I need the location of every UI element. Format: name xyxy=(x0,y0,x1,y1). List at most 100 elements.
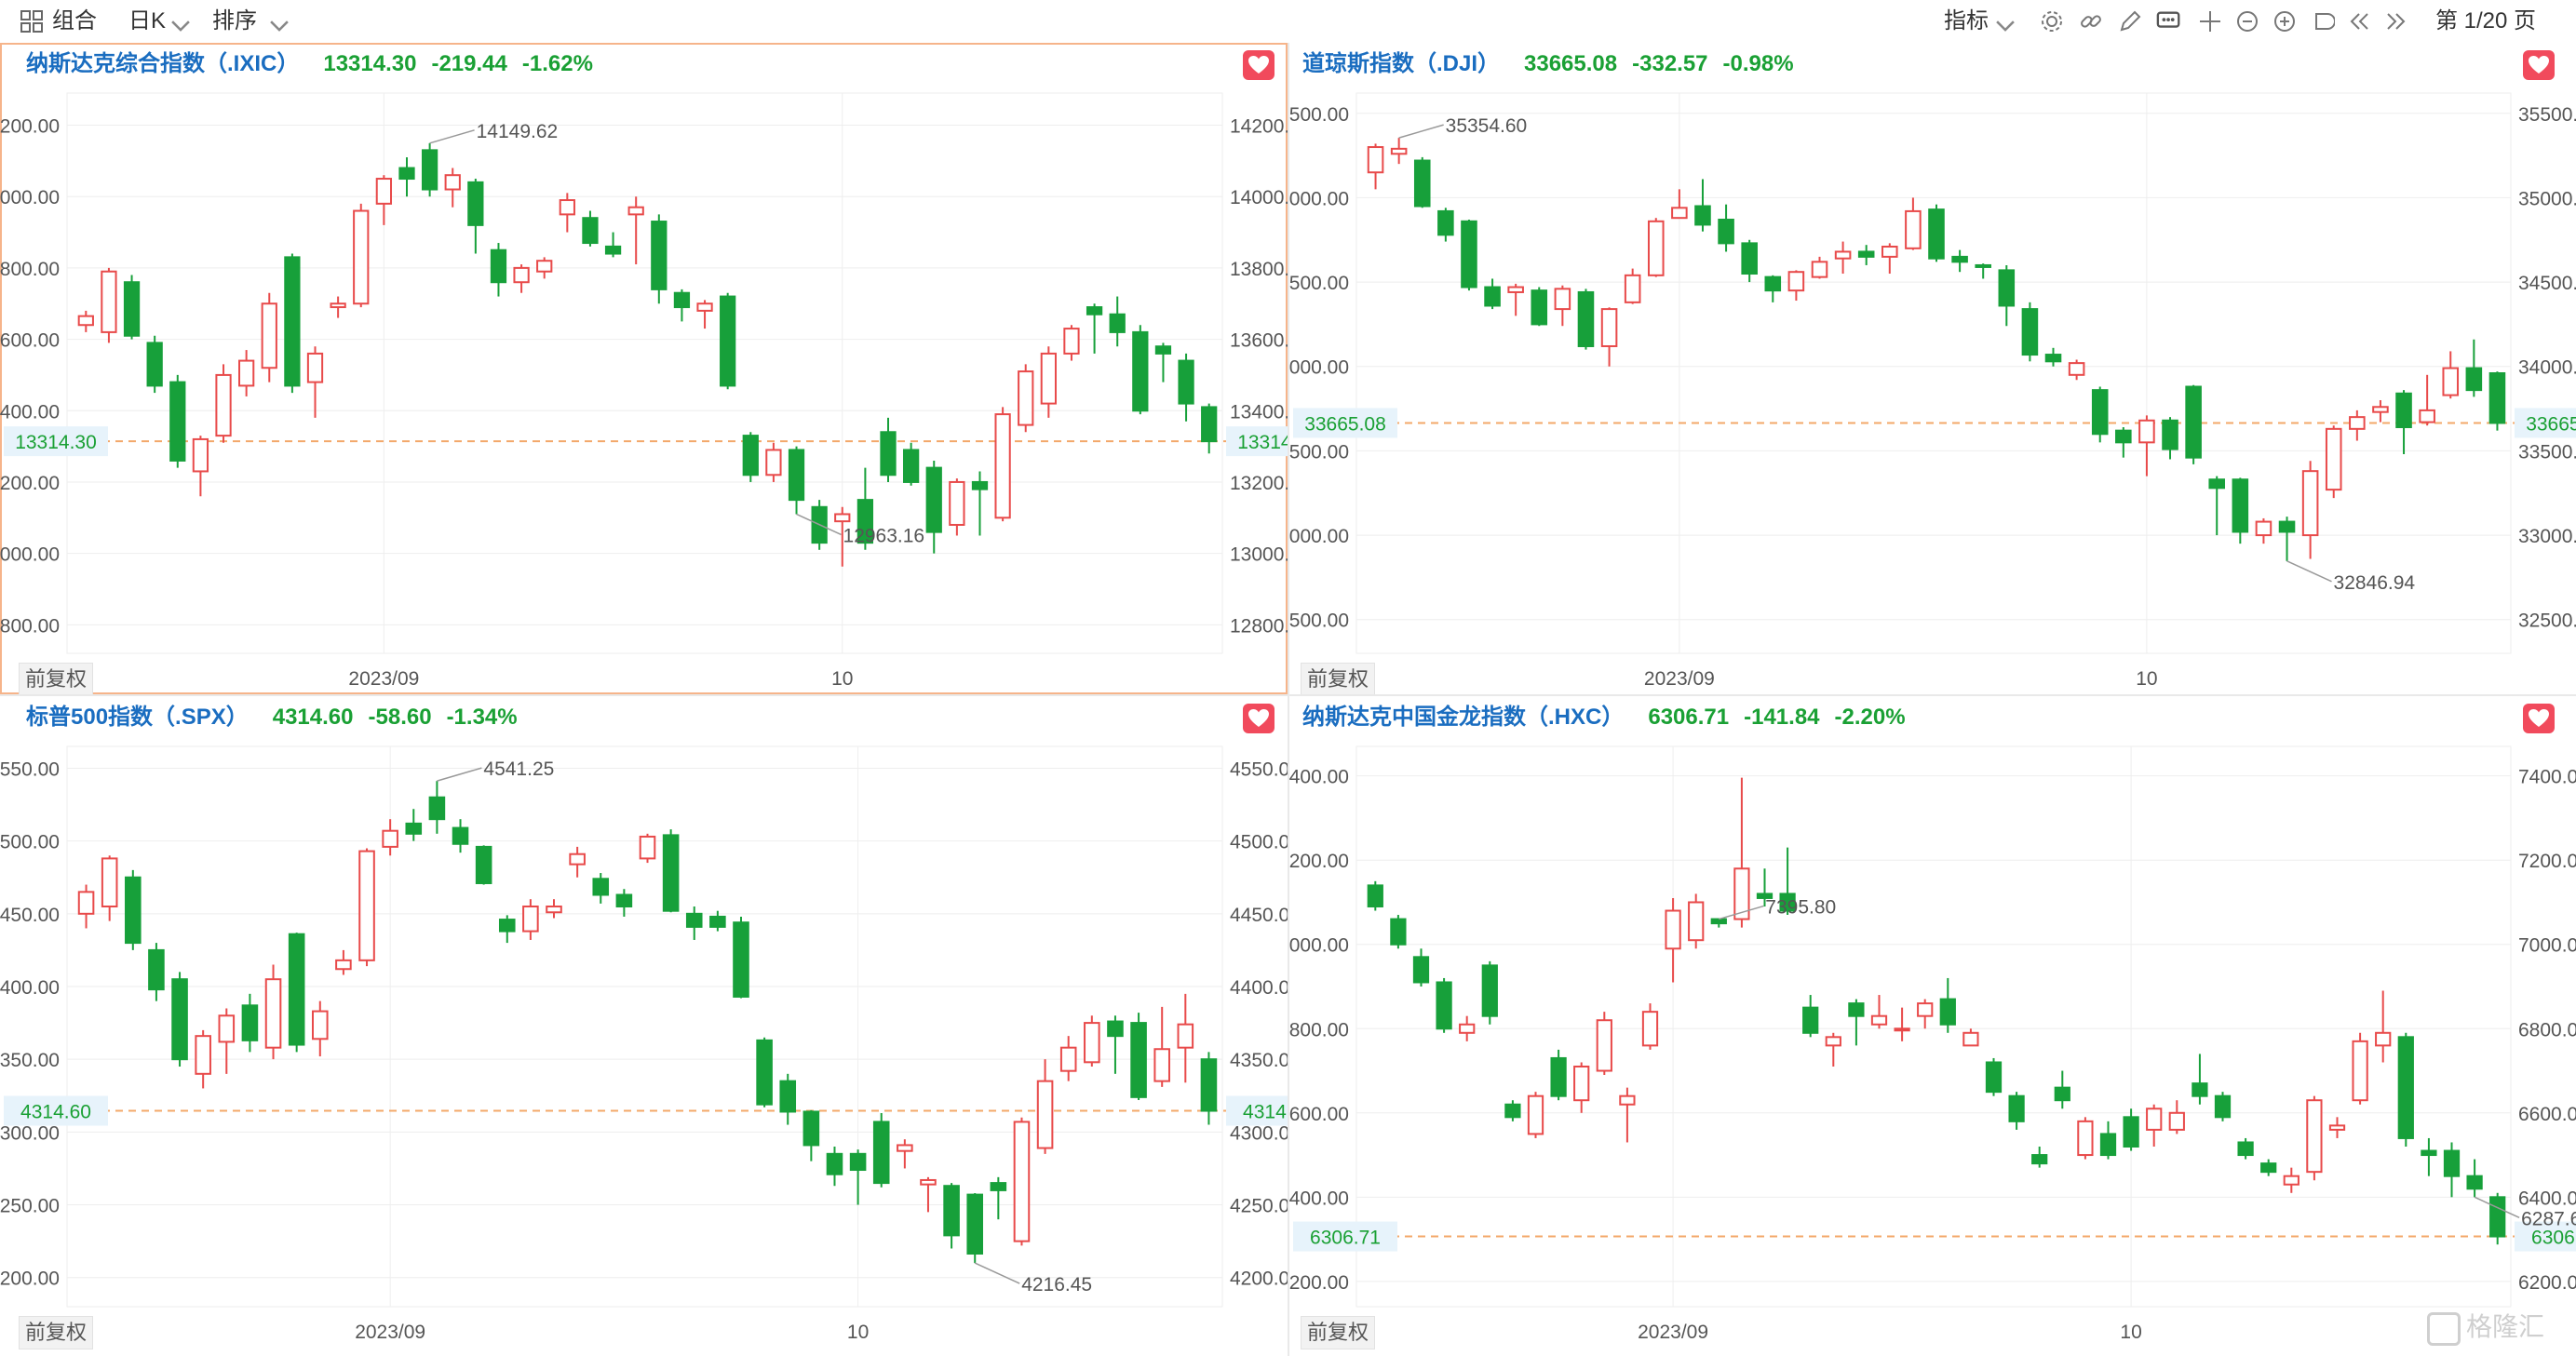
x-tick-label: 10 xyxy=(2120,1322,2141,1343)
y-tick-label-left: 14200.00 xyxy=(0,116,60,138)
high-price-label: 35354.60 xyxy=(1446,115,1528,137)
page-indicator[interactable]: 第 1/20 页 xyxy=(2435,8,2537,34)
crosshair-icon[interactable] xyxy=(2197,8,2223,34)
favorite-heart-icon[interactable] xyxy=(1243,704,1275,733)
candlestick-chart[interactable]: 14200.00 14200.00 14000.00 14000.00 13800.00… xyxy=(0,86,1288,694)
favorite-heart-icon[interactable] xyxy=(2523,50,2555,80)
undo-icon[interactable] xyxy=(2309,8,2335,34)
candle xyxy=(1413,156,1431,208)
combo-button[interactable]: 组合 xyxy=(52,8,97,34)
candle xyxy=(2214,1092,2232,1121)
y-tick-label-right: 4350.00 xyxy=(1230,1050,1288,1071)
candle-body xyxy=(1600,308,1618,347)
candle xyxy=(1985,1057,2003,1096)
candle-body xyxy=(264,978,282,1049)
y-tick-label-right: 35500.00 xyxy=(2518,104,2576,126)
sort-dropdown[interactable]: 排序 xyxy=(212,8,257,34)
chart-panel-hxc[interactable]: 纳斯达克中国金龙指数（.HXC） 6306.71 -141.84 -2.20% 740… xyxy=(1289,696,2576,1356)
candle xyxy=(1694,179,1711,232)
candle xyxy=(966,1193,984,1264)
candle-body xyxy=(1962,1031,1979,1047)
zoom-in-icon[interactable] xyxy=(2272,8,2298,34)
favorite-heart-icon[interactable] xyxy=(1243,50,1275,80)
candlestick-chart[interactable]: 7400.00 7400.00 7200.00 7200.00 7000.00 7000.… xyxy=(1289,739,2576,1356)
candle-body xyxy=(2465,367,2483,392)
candle-body xyxy=(1665,909,1681,950)
candle xyxy=(920,1176,937,1213)
candle-body xyxy=(582,217,599,245)
panel-divider xyxy=(1288,43,1289,1356)
candle-body xyxy=(1710,918,1727,925)
candle xyxy=(720,292,736,390)
candle xyxy=(1367,880,1383,911)
candle xyxy=(398,157,415,197)
last-price-label-left-bg xyxy=(1293,408,1397,438)
y-tick-label-right: 13200.00 xyxy=(1230,473,1288,494)
indicator-dropdown[interactable]: 指标 xyxy=(1944,8,1989,34)
candle xyxy=(1036,1059,1054,1154)
candlestick-chart[interactable]: 4550.00 4550.00 4500.00 4500.00 4450.00 4450.… xyxy=(0,739,1288,1356)
pencil-icon[interactable] xyxy=(2117,8,2143,34)
candle-body xyxy=(696,302,713,312)
grid-icon[interactable] xyxy=(19,8,45,34)
candle xyxy=(1647,218,1665,277)
candle-body xyxy=(1178,359,1194,405)
candle xyxy=(1710,918,1727,928)
index-change: -219.44 xyxy=(431,51,507,76)
link-icon[interactable] xyxy=(2078,8,2104,34)
adjust-toggle[interactable]: 前复权 xyxy=(19,663,94,696)
chart-panel-spx[interactable]: 标普500指数（.SPX） 4314.60 -58.60 -1.34% 4550.00… xyxy=(0,696,1288,1356)
chart-panel-ixic[interactable]: 纳斯达克综合指数（.IXIC） 13314.30 -219.44 -1.62% 142… xyxy=(0,43,1288,696)
candle xyxy=(1436,977,1452,1033)
candle-body xyxy=(765,449,782,477)
candlestick-chart[interactable]: 35500.00 35500.00 35000.00 35000.00 34500.00… xyxy=(1289,86,2576,694)
candle xyxy=(1459,1015,1476,1041)
candle-body xyxy=(1130,1022,1147,1098)
adjust-toggle[interactable]: 前复权 xyxy=(1301,663,1376,696)
chart-panel-dji[interactable]: 道琼斯指数（.DJI） 33665.08 -332.57 -0.98% 35500.0… xyxy=(1289,43,2576,696)
candle xyxy=(971,471,989,536)
candle xyxy=(2283,1167,2300,1193)
candle-body xyxy=(498,919,516,933)
fast-forward-icon[interactable] xyxy=(2383,8,2409,34)
candle-body xyxy=(513,266,530,284)
candle-body xyxy=(2443,1149,2461,1177)
candle-body xyxy=(169,381,186,462)
y-tick-label-right: 7400.00 xyxy=(2518,767,2576,788)
y-tick-label-right: 6800.00 xyxy=(2518,1019,2576,1040)
candle-body xyxy=(1367,884,1383,908)
candle xyxy=(146,335,163,394)
adjust-toggle[interactable]: 前复权 xyxy=(19,1316,94,1349)
favorite-heart-icon[interactable] xyxy=(2523,704,2555,733)
settings-icon[interactable] xyxy=(2039,8,2065,34)
zoom-out-icon[interactable] xyxy=(2234,8,2260,34)
candle-body xyxy=(925,466,942,533)
candle xyxy=(2091,386,2109,443)
comment-icon[interactable] xyxy=(2156,8,2182,34)
candle xyxy=(1527,1092,1544,1138)
candle xyxy=(2260,1159,2277,1176)
x-tick-label: 2023/09 xyxy=(1638,1322,1708,1343)
high-price-label: 7395.80 xyxy=(1765,897,1836,919)
candle-body xyxy=(2349,416,2366,430)
watermark-logo: 格隆汇 xyxy=(2427,1307,2544,1348)
candle xyxy=(2328,1117,2346,1138)
candle-body xyxy=(2306,1099,2323,1174)
high-price-label: 4541.25 xyxy=(483,759,554,780)
candle xyxy=(2397,1032,2414,1147)
y-tick-label-left: 32500.00 xyxy=(1289,611,1349,632)
candle-body xyxy=(1527,1094,1544,1135)
candle-body xyxy=(834,513,851,523)
candle xyxy=(673,289,691,322)
candle-body xyxy=(2325,427,2342,491)
candle xyxy=(330,296,346,318)
candle xyxy=(788,446,805,515)
adjust-toggle[interactable]: 前复权 xyxy=(1301,1316,1376,1349)
rewind-icon[interactable] xyxy=(2346,8,2372,34)
candle-body xyxy=(709,915,726,928)
period-dropdown[interactable]: 日K xyxy=(128,8,167,34)
candle xyxy=(1084,1015,1100,1067)
candle xyxy=(1857,245,1875,265)
candle xyxy=(1951,249,1968,273)
candle xyxy=(651,214,668,304)
